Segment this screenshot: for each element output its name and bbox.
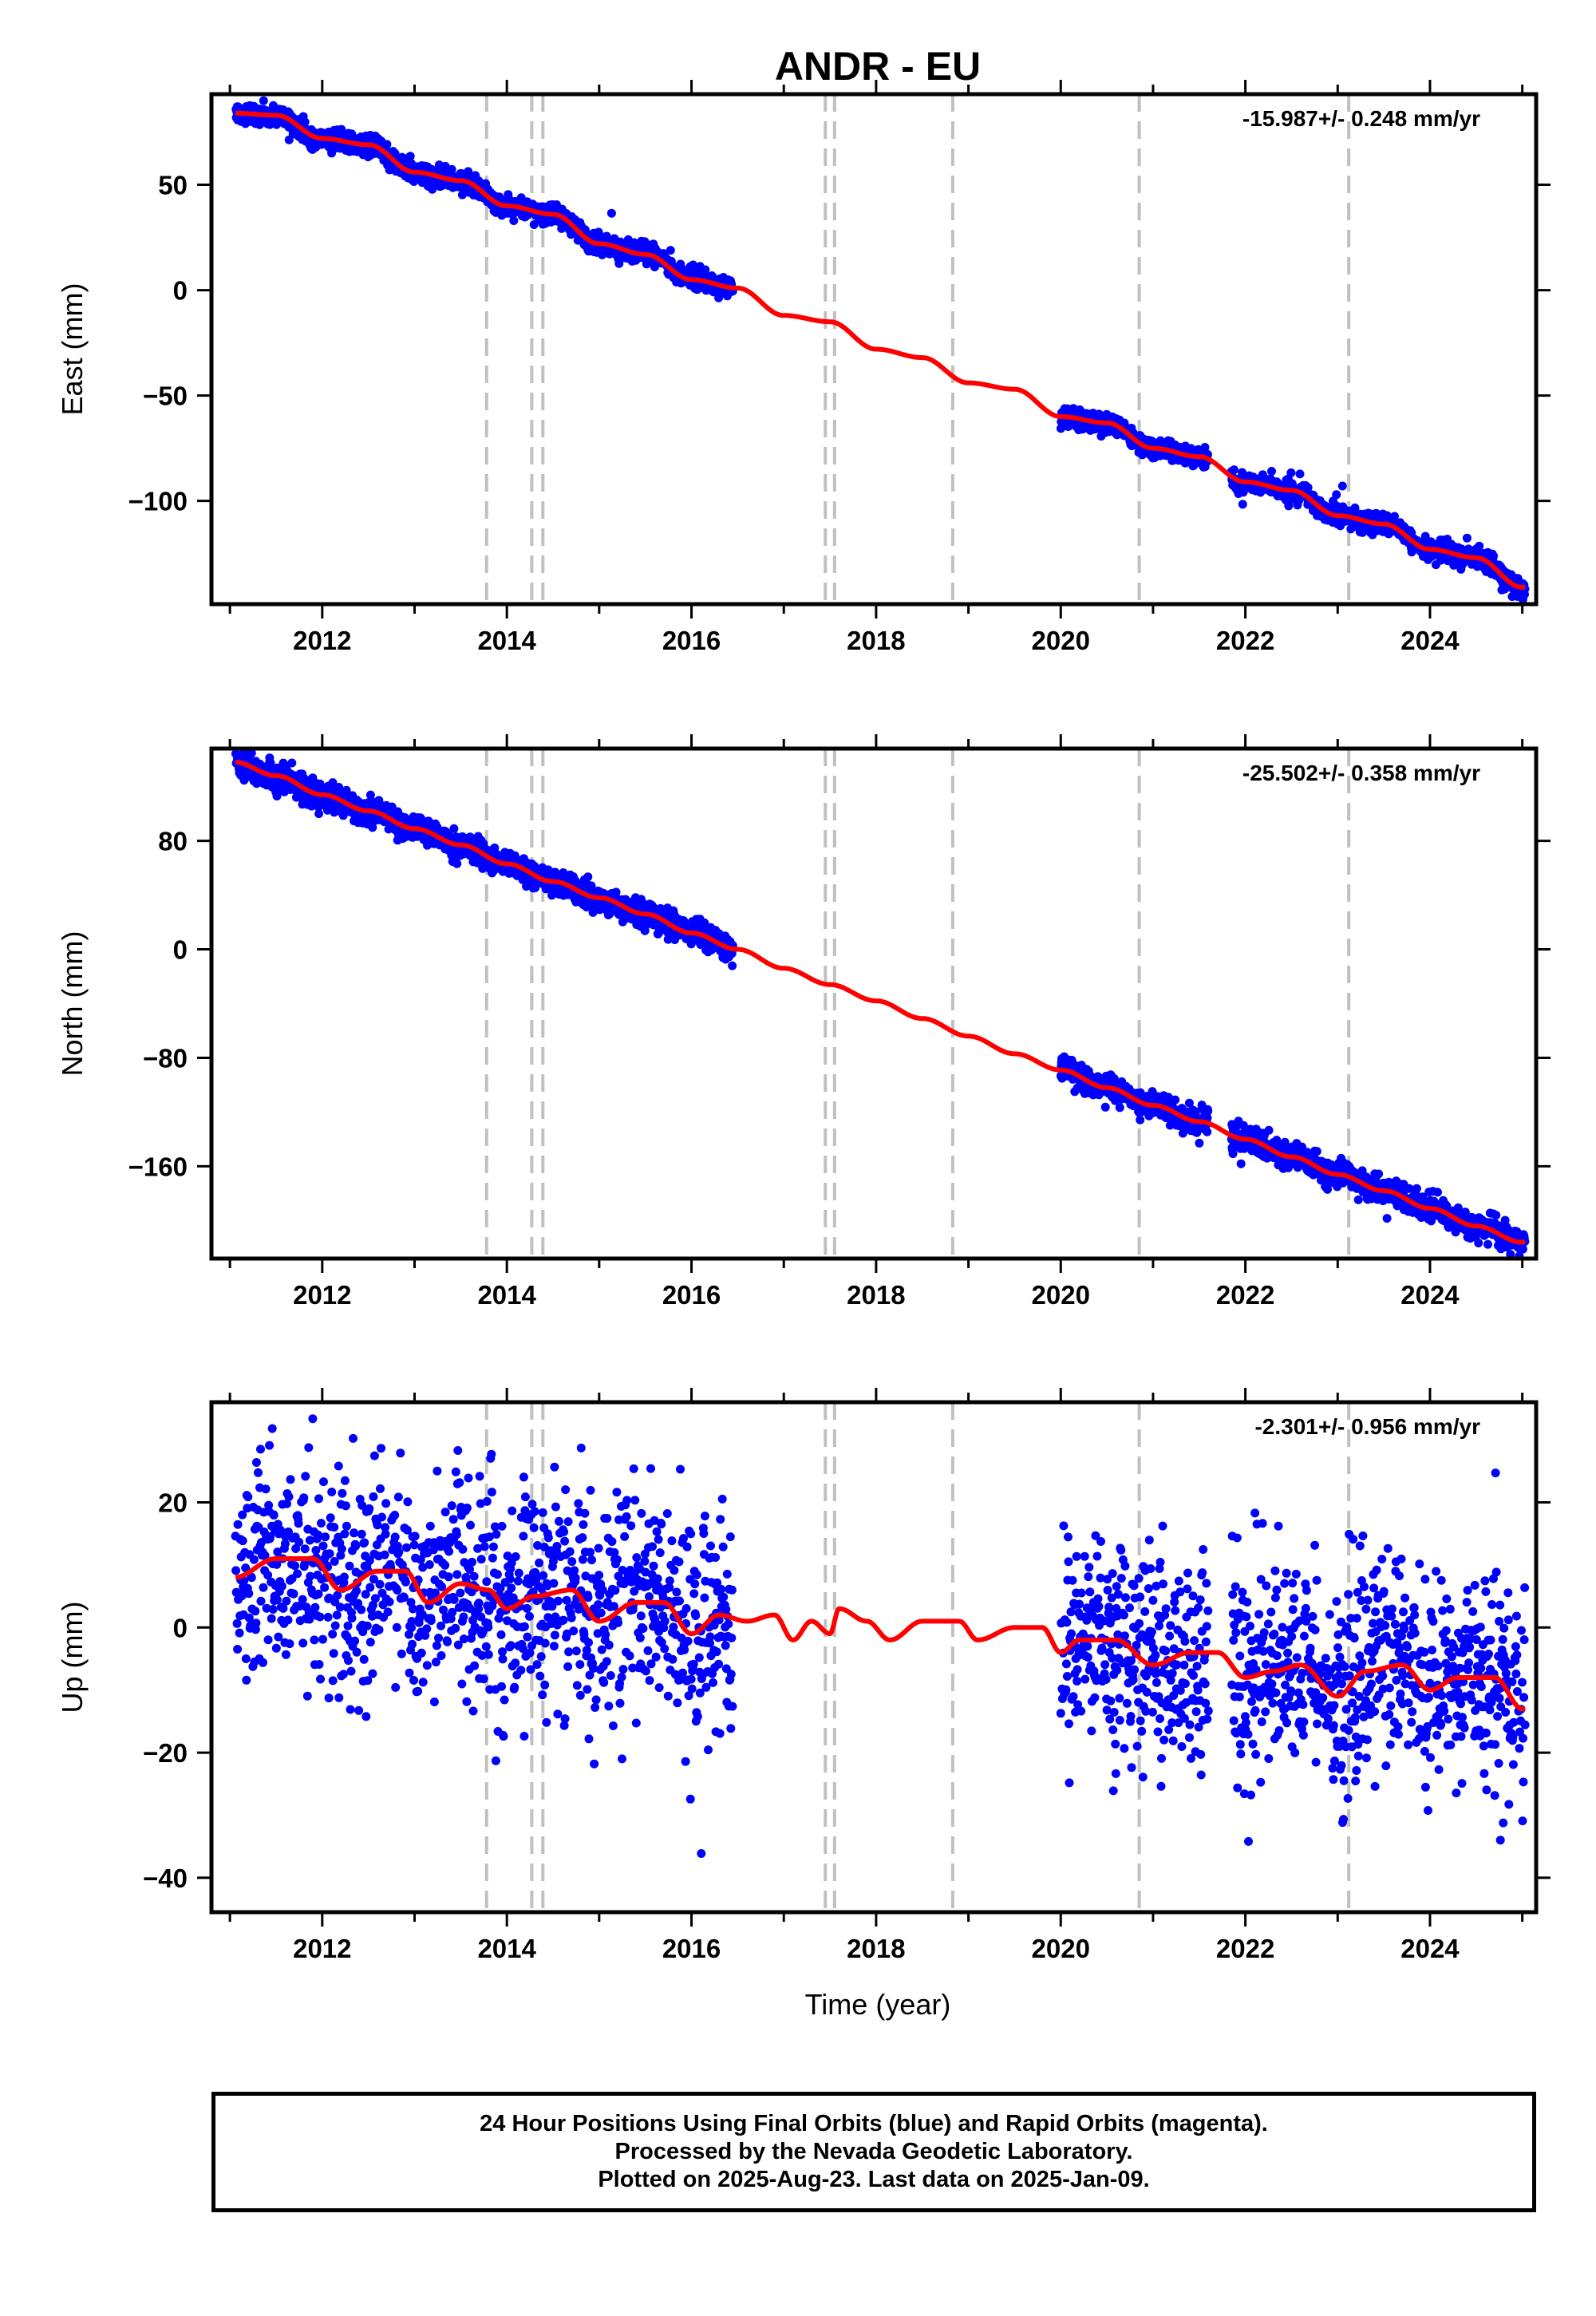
- data-point: [1420, 532, 1430, 541]
- x-tick-label: 2024: [1400, 626, 1460, 655]
- data-point: [1475, 541, 1484, 551]
- data-point: [300, 117, 310, 127]
- data-point: [1115, 1103, 1124, 1113]
- y-tick-label: −100: [128, 487, 188, 516]
- data-point: [1303, 483, 1313, 492]
- equipment-change-lines: [484, 749, 1351, 1259]
- y-axis-label: East (mm): [56, 283, 89, 416]
- x-tick-label: 2016: [662, 626, 721, 655]
- data-point: [509, 216, 519, 225]
- data-point: [449, 824, 459, 833]
- x-axis-label: Time (year): [805, 1988, 951, 2021]
- data-point: [1489, 551, 1498, 561]
- x-tick-label: 2020: [1032, 626, 1090, 655]
- chart-title: ANDR - EU: [775, 44, 981, 89]
- data-point: [1337, 481, 1347, 491]
- data-point: [1295, 469, 1305, 479]
- panel-east: 2012 2014 2016 2018 2020 2022 2024 50 0 −50 −100 Ea…: [56, 80, 1551, 655]
- data-point: [666, 246, 675, 255]
- x-tick-label: 2014: [477, 626, 536, 655]
- data-point: [614, 259, 624, 268]
- data-point: [405, 152, 415, 161]
- data-point: [728, 961, 737, 970]
- plot-frame: [209, 92, 1539, 607]
- panel-north: 2012 2014 2016 2018 2020 2022 2024800−80−160No…: [56, 734, 1551, 1310]
- data-point: [689, 260, 697, 270]
- data-point: [259, 96, 268, 105]
- data-point: [1286, 468, 1296, 477]
- data-point: [1238, 500, 1247, 509]
- panels: 2012 2014 2016 2018 2020 2022 2024 50 0 −50 −100 Ea…: [56, 80, 1551, 1963]
- data-point: [382, 140, 392, 149]
- data-point: [252, 779, 262, 788]
- x-axis: 2012 2014 2016 2018 2020 2022 2024: [228, 80, 1524, 655]
- y-tick-label: −50: [143, 381, 188, 411]
- data-point: [452, 859, 462, 868]
- data-point: [1449, 560, 1459, 570]
- x-tick-label: 2012: [293, 626, 351, 655]
- data-point: [1267, 467, 1276, 476]
- x-tick-label: 2018: [847, 626, 905, 655]
- data-point: [1390, 512, 1399, 521]
- data-point: [1136, 1115, 1145, 1124]
- y-tick-label: 50: [158, 171, 188, 200]
- data-point: [1230, 465, 1238, 475]
- data-point: [529, 220, 539, 229]
- data-point: [1462, 533, 1472, 543]
- data-point: [314, 809, 324, 819]
- data-point: [397, 152, 407, 162]
- data-point: [606, 208, 616, 218]
- equipment-change-lines: [484, 94, 1351, 604]
- rate-label: -15.987+/- 0.248 mm/yr: [1242, 106, 1480, 131]
- x-tick-label: 2022: [1216, 626, 1274, 655]
- data-point: [447, 164, 456, 174]
- data-point: [1332, 490, 1341, 500]
- data-point: [583, 872, 593, 882]
- data-point: [1100, 1102, 1110, 1112]
- data-point: [287, 758, 297, 768]
- data-point: [247, 749, 256, 757]
- data-point: [1171, 1095, 1180, 1105]
- data-point: [701, 265, 710, 275]
- data-point: [1200, 443, 1210, 452]
- y-axis: 50 0 −50 −100: [128, 171, 1551, 516]
- model-line: [235, 110, 1526, 590]
- y-tick-label: 0: [173, 276, 188, 306]
